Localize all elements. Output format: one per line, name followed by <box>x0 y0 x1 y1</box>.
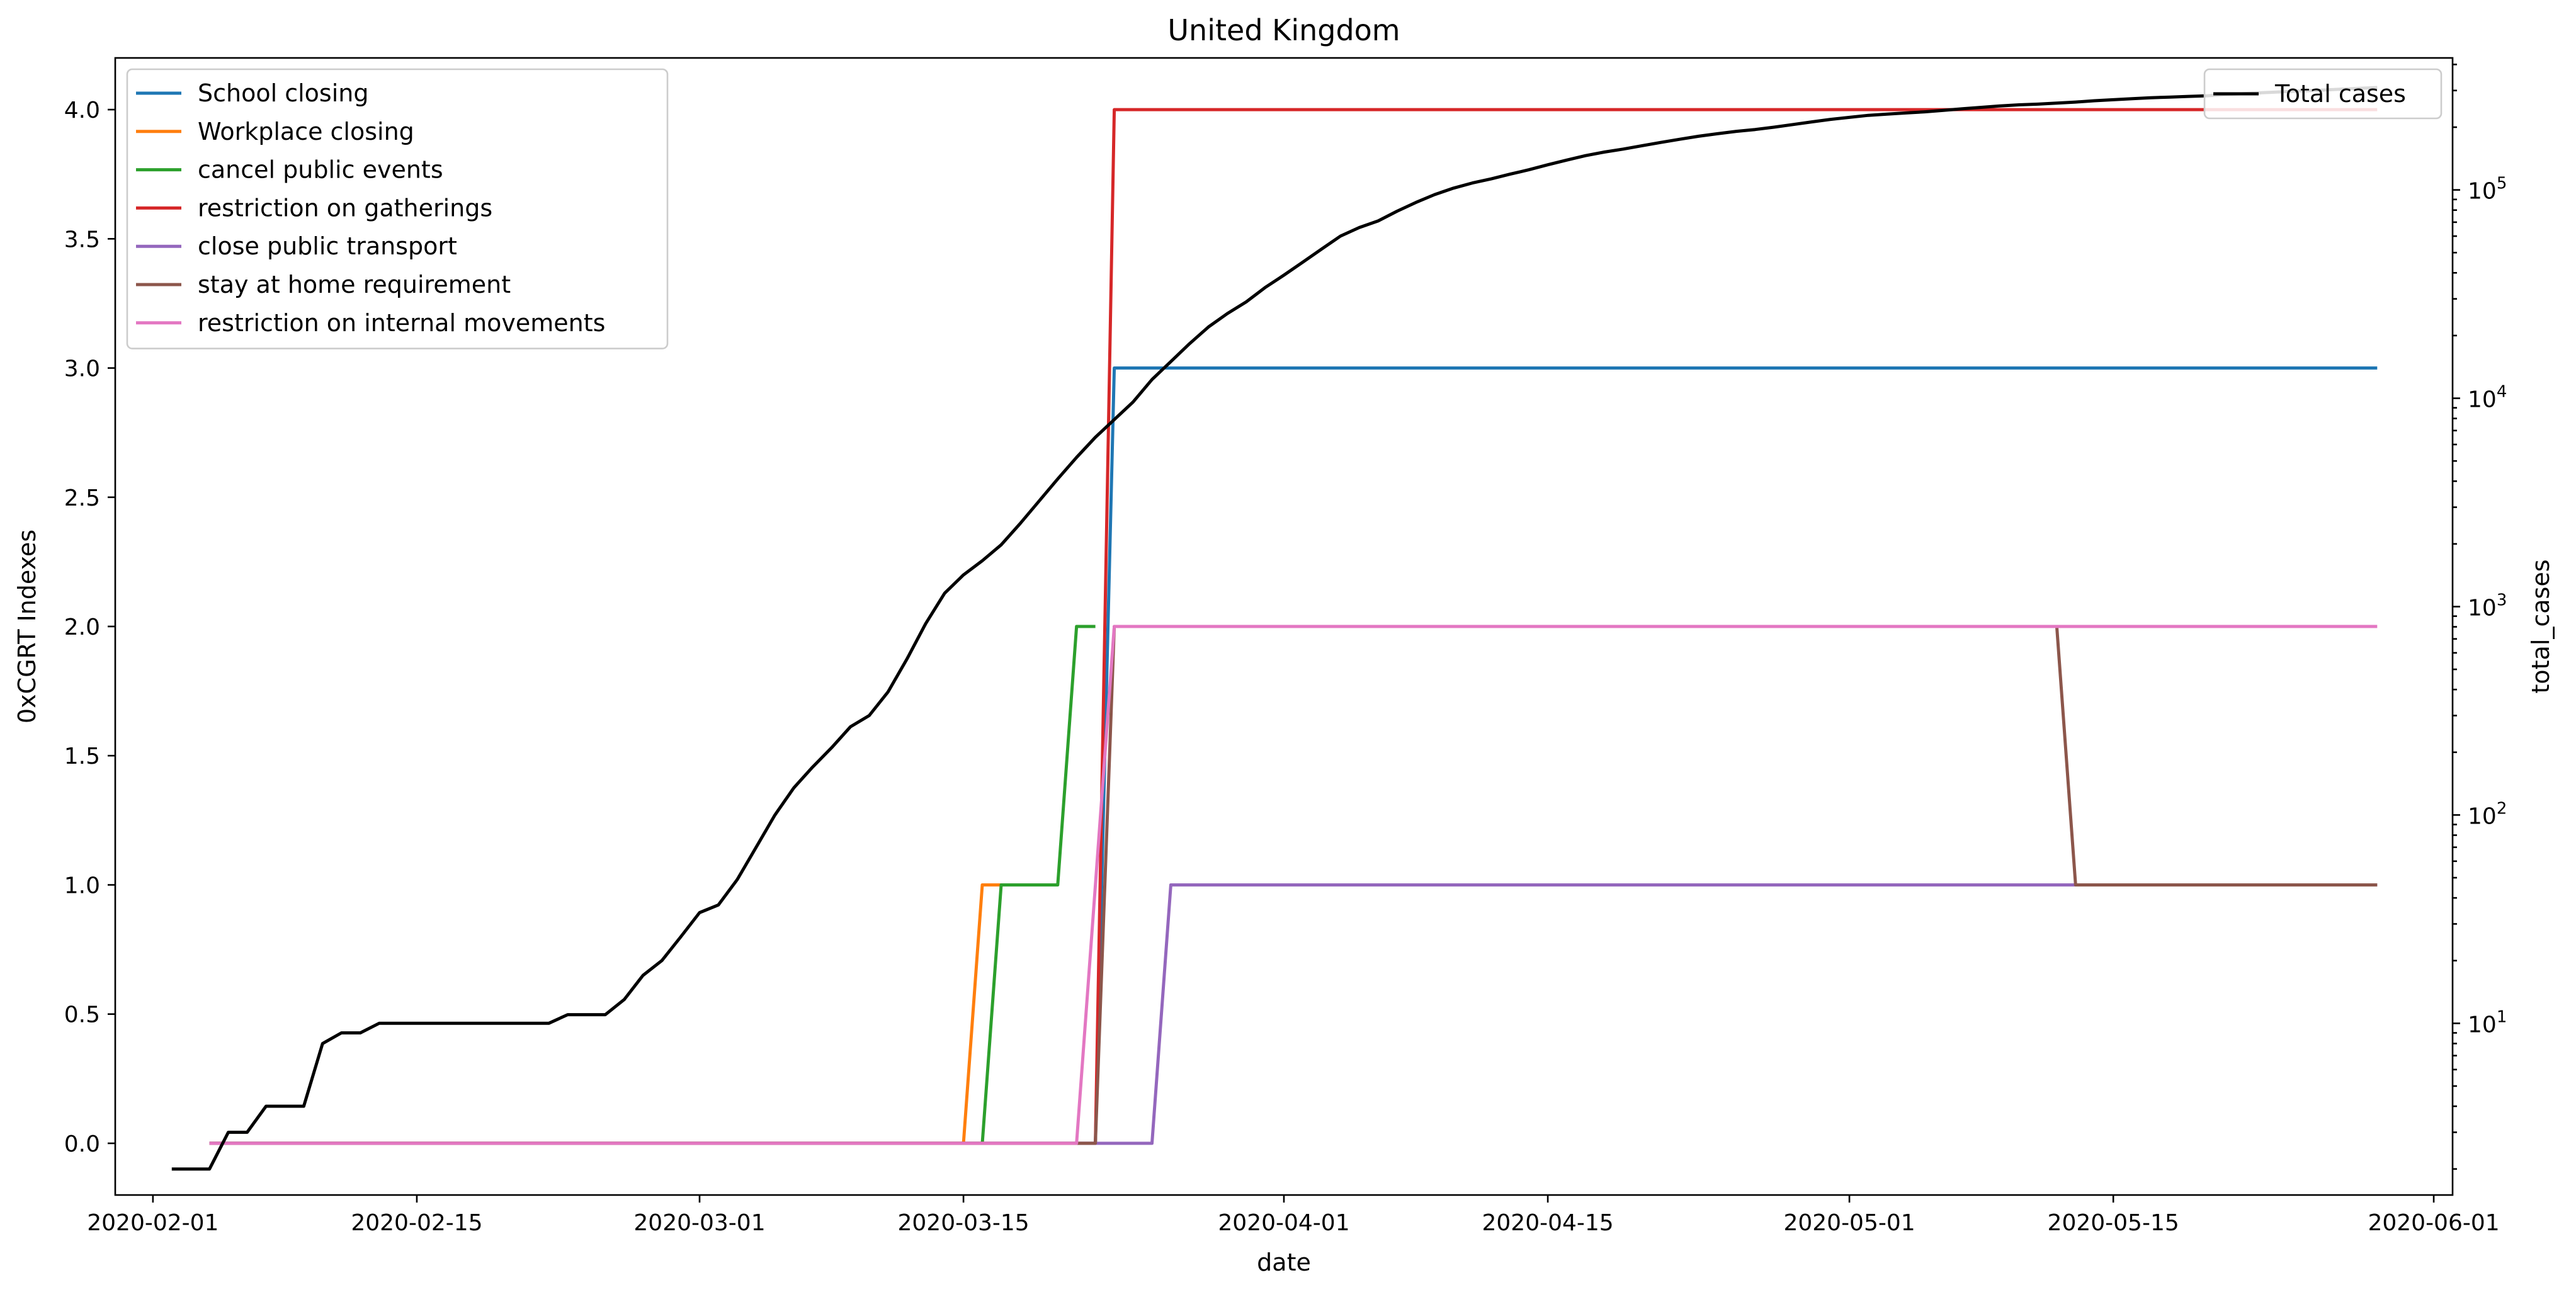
legend-label: School closing <box>198 79 369 107</box>
y-tick-label: 2.5 <box>64 485 100 511</box>
legend-frame <box>2203 68 2443 120</box>
y-tick-label: 0.5 <box>64 1002 100 1028</box>
legend-label: restriction on internal movements <box>198 309 605 337</box>
y-tick-label: 3.0 <box>64 356 100 382</box>
y-tick-label: 1.5 <box>64 744 100 769</box>
x-tick-label: 2020-02-01 <box>87 1210 218 1236</box>
legend-frame <box>126 68 669 349</box>
y2-axis-label: total_cases <box>2527 559 2555 693</box>
x-tick-label: 2020-03-15 <box>897 1210 1029 1236</box>
y2-tick-label: 105 <box>2468 174 2507 205</box>
x-tick-label: 2020-04-15 <box>1482 1210 1613 1236</box>
y-tick-label: 0.0 <box>64 1131 100 1157</box>
y2-tick-label: 103 <box>2468 591 2507 621</box>
x-tick-label: 2020-04-01 <box>1218 1210 1349 1236</box>
y-axis-left: 0.0 0.5 1.0 1.5 2.0 2.5 3.0 3.5 4.0 <box>64 98 115 1157</box>
y-tick-label: 2.0 <box>64 615 100 640</box>
x-tick-label: 2020-05-01 <box>1783 1210 1915 1236</box>
y-axis-label: 0xCGRT Indexes <box>13 530 41 723</box>
y-axis-right: 101 102 103 104 105 <box>2453 64 2507 1170</box>
series-line-school-closing <box>209 366 2378 1145</box>
y2-tick-label: 102 <box>2468 799 2507 829</box>
series-line-restriction-on-internal-movements <box>209 625 2378 1145</box>
plot-area <box>171 86 2378 1171</box>
legend-label: close public transport <box>198 232 457 260</box>
series-line-total-cases <box>171 86 2378 1171</box>
y-tick-label: 3.5 <box>64 227 100 252</box>
legend-label: Workplace closing <box>198 118 414 145</box>
y2-tick-label: 101 <box>2468 1007 2507 1038</box>
legend-label: stay at home requirement <box>198 271 511 298</box>
x-axis: 2020-02-01 2020-02-15 2020-03-01 2020-03-15… <box>87 1195 2500 1236</box>
y-tick-label: 4.0 <box>64 98 100 123</box>
x-tick-label: 2020-02-15 <box>351 1210 482 1236</box>
x-tick-label: 2020-05-15 <box>2048 1210 2179 1236</box>
y2-tick-label: 104 <box>2468 383 2507 413</box>
x-axis-label: date <box>1257 1249 1311 1276</box>
legend-label: restriction on gatherings <box>198 194 492 222</box>
legend-indexes: School closing Workplace closing cancel pu… <box>126 68 669 349</box>
chart-title: United Kingdom <box>1167 13 1400 47</box>
legend-label: cancel public events <box>198 156 443 184</box>
legend-total-cases: Total cases <box>2203 68 2443 120</box>
series-line-cancel-public-events <box>209 625 1096 1145</box>
x-tick-label: 2020-06-01 <box>2368 1210 2499 1236</box>
x-tick-label: 2020-03-01 <box>633 1210 765 1236</box>
series-line-close-public-transport <box>209 883 2378 1145</box>
legend-label: Total cases <box>2274 80 2406 108</box>
y-tick-label: 1.0 <box>64 873 100 898</box>
